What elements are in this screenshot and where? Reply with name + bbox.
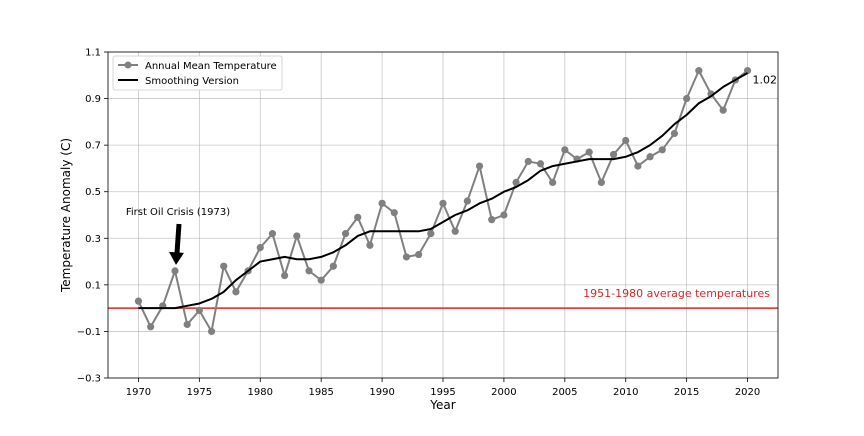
- x-tick-label: 1995: [430, 387, 455, 398]
- x-tick-label: 1970: [126, 387, 151, 398]
- annual-mean-point: [463, 197, 471, 205]
- y-axis-label: Temperature Anomaly (C): [59, 138, 73, 293]
- annual-mean-point: [561, 146, 569, 154]
- x-tick-label: 1990: [369, 387, 394, 398]
- legend: Annual Mean Temperature Smoothing Versio…: [112, 55, 283, 91]
- annual-mean-point: [402, 253, 411, 261]
- x-tick-label: 2015: [674, 387, 699, 398]
- smoothing-line: [138, 72, 749, 310]
- annual-mean-point: [171, 267, 179, 275]
- annual-mean-point: [378, 199, 386, 207]
- annual-mean-point: [341, 230, 350, 238]
- annual-mean-point: [305, 267, 313, 275]
- annual-mean-point: [524, 157, 532, 166]
- annual-mean-point: [451, 227, 459, 235]
- annual-mean-point: [183, 320, 191, 329]
- annual-mean-point: [293, 232, 301, 240]
- annual-mean-point: [232, 288, 240, 296]
- x-tick-label: 2010: [613, 387, 638, 398]
- annual-mean-point: [134, 297, 143, 305]
- x-tick-label: 2020: [735, 387, 760, 398]
- x-tick-label: 1975: [187, 387, 212, 398]
- annual-mean-point: [390, 209, 398, 217]
- annual-mean-point: [256, 244, 264, 252]
- annual-mean-point: [646, 153, 654, 161]
- annual-mean-point: [695, 67, 703, 75]
- annual-mean-point: [597, 178, 605, 186]
- x-tick-label: 1985: [308, 387, 333, 398]
- annual-mean-point: [475, 162, 484, 170]
- oil-crisis-arrow-shaft: [174, 223, 182, 254]
- annual-mean-point: [329, 262, 337, 270]
- annual-mean-point: [719, 106, 727, 114]
- annual-mean-point: [147, 323, 155, 331]
- axis-ticks: 1970 1975 1980 1985 1990 1995 2000 2005 2010 2015…: [77, 48, 761, 399]
- annual-mean-point: [622, 136, 630, 145]
- annual-mean-point: [354, 213, 362, 221]
- annual-mean-point: [683, 94, 691, 103]
- legend-box: [112, 55, 283, 91]
- end-value-label: 1.02: [753, 74, 778, 87]
- oil-crisis-label: First Oil Crisis (1973): [126, 207, 230, 218]
- annual-mean-point: [207, 327, 216, 336]
- annual-mean-point: [366, 241, 374, 249]
- x-tick-label: 1980: [248, 387, 273, 398]
- annotations: First Oil Crisis (1973) 1.02: [126, 74, 777, 265]
- legend-marker-annual-mean: [124, 61, 132, 69]
- oil-crisis-arrowhead: [169, 251, 184, 265]
- x-tick-label: 2000: [491, 387, 516, 398]
- y-tick-label: 0.9: [85, 94, 101, 105]
- annual-mean-point: [268, 230, 277, 238]
- legend-label-annual-mean: Annual Mean Temperature: [145, 61, 277, 72]
- legend-label-smoothing: Smoothing Version: [145, 76, 239, 87]
- y-tick-label: −0.3: [77, 374, 101, 385]
- annual-mean-point: [512, 178, 520, 186]
- reference-line-label: 1951-1980 average temperatures: [583, 287, 770, 300]
- annual-mean-point: [488, 216, 496, 224]
- y-tick-label: 0.7: [85, 141, 101, 152]
- annual-mean-point: [415, 250, 423, 259]
- annual-mean-point: [220, 262, 228, 270]
- annual-mean-point: [281, 271, 289, 280]
- annual-mean-point: [609, 150, 618, 159]
- annual-mean-point: [658, 146, 666, 154]
- annual-mean-point: [500, 211, 508, 219]
- annual-mean-point: [536, 160, 545, 168]
- y-tick-label: 0.1: [85, 280, 101, 291]
- annual-mean-point: [670, 129, 679, 138]
- annual-mean-point: [439, 199, 447, 207]
- y-tick-label: 0.3: [85, 234, 101, 245]
- annual-mean-point: [634, 162, 642, 170]
- y-tick-label: 0.5: [85, 187, 101, 198]
- reference-line-group: 1951-1980 average temperatures: [108, 287, 778, 309]
- annual-mean-point: [317, 276, 325, 284]
- x-tick-label: 2005: [552, 387, 577, 398]
- annual-mean-point: [427, 230, 435, 238]
- annual-mean-point: [549, 178, 557, 186]
- annual-mean-point: [743, 67, 752, 75]
- series-group: [134, 67, 752, 336]
- y-tick-label: −0.1: [77, 327, 101, 338]
- annual-mean-point: [195, 306, 203, 315]
- x-axis-label: Year: [429, 398, 455, 412]
- annual-mean-point: [585, 148, 593, 156]
- y-tick-label: 1.1: [85, 48, 101, 59]
